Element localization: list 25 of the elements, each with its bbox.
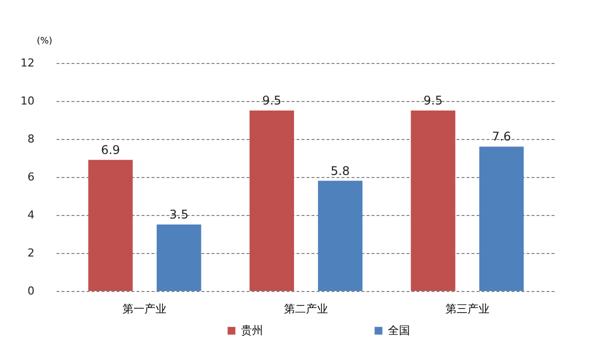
bar — [410, 110, 456, 291]
x-tick-label: 第三产业 — [445, 302, 490, 316]
bar — [88, 160, 133, 291]
y-axis-title: (%) — [36, 36, 52, 46]
y-tick-label: 6 — [28, 170, 34, 184]
y-tick-label: 0 — [28, 284, 34, 298]
legend-label: 贵州 — [241, 324, 263, 337]
data-label: 9.5 — [262, 94, 282, 108]
x-tick-label: 第一产业 — [122, 302, 167, 316]
legend-label: 全国 — [388, 324, 410, 337]
y-tick-label: 4 — [28, 208, 34, 222]
bar — [318, 180, 362, 291]
data-label: 9.5 — [424, 94, 443, 108]
data-label: 3.5 — [169, 208, 188, 222]
y-tick-label: 10 — [20, 94, 34, 108]
bar — [479, 146, 524, 291]
bar — [250, 110, 294, 291]
bar — [156, 224, 202, 291]
data-label: 5.8 — [330, 164, 350, 178]
y-tick-label: 12 — [20, 56, 34, 70]
y-tick-label: 8 — [28, 132, 34, 146]
data-label: 6.9 — [100, 142, 120, 157]
data-label: 7.6 — [492, 130, 512, 144]
y-tick-label: 2 — [28, 246, 34, 260]
x-tick-label: 第二产业 — [284, 302, 328, 316]
